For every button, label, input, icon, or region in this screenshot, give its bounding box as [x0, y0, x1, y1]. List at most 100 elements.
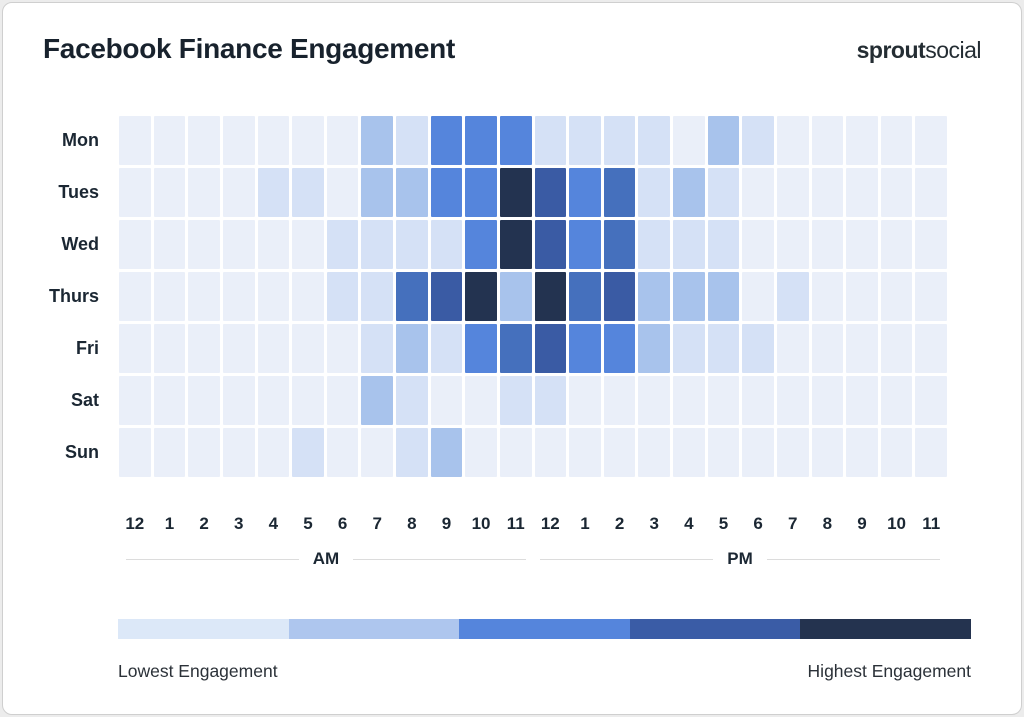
heatmap-cell [326, 324, 359, 373]
heatmap-cell [880, 272, 913, 321]
legend: Lowest Engagement Highest Engagement [118, 619, 971, 682]
heatmap-cell [188, 116, 220, 165]
axis-line [540, 558, 714, 560]
heatmap-cell [257, 428, 290, 477]
heatmap-cell [569, 220, 601, 269]
heatmap-cell [880, 116, 913, 165]
hour-label: 1 [580, 514, 590, 533]
hour-label: 2 [199, 514, 209, 533]
hour-label: 5 [303, 514, 313, 533]
heatmap-cell [673, 428, 705, 477]
heatmap-cell [811, 116, 844, 165]
heatmap-cell [257, 220, 290, 269]
ampm-label: AM [312, 549, 340, 568]
heatmap-cell [119, 168, 151, 217]
page-title: Facebook Finance Engagement [43, 33, 455, 64]
heatmap-cell [361, 220, 393, 269]
heatmap-cell [257, 116, 290, 165]
heatmap-cell [880, 376, 913, 425]
heatmap-cell [499, 428, 532, 477]
heatmap-cell [326, 220, 359, 269]
heatmap-cell [361, 324, 393, 373]
heatmap-cell [119, 116, 151, 165]
heatmap-cell [776, 272, 809, 321]
hour-label: 5 [718, 514, 729, 533]
legend-labels: Lowest Engagement Highest Engagement [118, 661, 971, 682]
row-label-mon: Mon [62, 130, 99, 150]
heatmap-cell [915, 272, 947, 321]
heatmap-cell [776, 220, 809, 269]
heatmap-cell [742, 324, 774, 373]
heatmap-cell [292, 168, 324, 217]
heatmap-cell [603, 116, 636, 165]
heatmap-cell [119, 220, 151, 269]
hour-axis: 12 1 2 3 4 5 6 7 8 9 10 11 12 1 2 3 4 5 6 7 8 9 10 11 [43, 514, 947, 534]
hour-label: 9 [857, 514, 867, 533]
heatmap-cell [880, 428, 913, 477]
heatmap-cell [603, 428, 636, 477]
heatmap-cell [396, 272, 428, 321]
heatmap-cell [880, 168, 913, 217]
hour-label: 4 [684, 514, 694, 533]
hour-label: 9 [441, 514, 452, 533]
heatmap-cell [707, 220, 740, 269]
heatmap-cell [153, 116, 186, 165]
heatmap-cell [915, 376, 947, 425]
heatmap-cell [396, 168, 428, 217]
row-label-sun: Sun [65, 442, 99, 462]
heatmap-cell [811, 272, 844, 321]
heatmap-cell [673, 116, 705, 165]
heatmap-cell [638, 324, 670, 373]
heatmap-cell [742, 168, 774, 217]
heatmap-cell [430, 376, 463, 425]
heatmap-cell [569, 428, 601, 477]
heatmap-cell [188, 428, 220, 477]
heatmap-cell [811, 220, 844, 269]
heatmap-cell [534, 220, 567, 269]
heatmap-cell [569, 324, 601, 373]
heatmap-cell [915, 428, 947, 477]
heatmap-cell [638, 116, 670, 165]
heatmap-cell [846, 168, 878, 217]
heatmap-cell [707, 272, 740, 321]
row-label-tues: Tues [58, 182, 99, 202]
heatmap-cell [915, 168, 947, 217]
ampm-group-am: AM [119, 549, 533, 569]
row-label-wed: Wed [61, 234, 99, 254]
heatmap-cell [292, 116, 324, 165]
heatmap-cell [153, 220, 186, 269]
heatmap-cell [465, 220, 497, 269]
legend-gradient-bar [118, 619, 971, 639]
heatmap-cell [638, 220, 670, 269]
heatmap-cell [569, 168, 601, 217]
heatmap-cell [188, 220, 220, 269]
heatmap-cell [153, 272, 186, 321]
heatmap-cell [222, 168, 255, 217]
row-label-sat: Sat [70, 390, 99, 410]
heatmap-cell [742, 428, 774, 477]
logo-text-social: social [925, 37, 981, 63]
heatmap-cell [499, 376, 532, 425]
sproutsocial-logo: sproutsocial [857, 33, 982, 64]
heatmap-cell [257, 168, 290, 217]
heatmap-cell [326, 428, 359, 477]
heatmap-cell [153, 168, 186, 217]
hour-label: 7 [787, 514, 798, 533]
heatmap-cell [915, 220, 947, 269]
heatmap-cell [222, 428, 255, 477]
heatmap-cell [603, 272, 636, 321]
hour-label: 10 [471, 514, 491, 533]
heatmap-cell [326, 116, 359, 165]
heatmap-cell [430, 272, 463, 321]
hour-label: 12 [125, 514, 145, 533]
hour-label: 2 [614, 514, 625, 533]
hour-label: 4 [268, 514, 279, 533]
heatmap-cell [534, 428, 567, 477]
heatmap-cell [776, 428, 809, 477]
heatmap-cell [673, 324, 705, 373]
heatmap-cell [222, 324, 255, 373]
heatmap-cell [222, 220, 255, 269]
heatmap-cell [915, 324, 947, 373]
heatmap-cell [638, 376, 670, 425]
heatmap-cell [846, 220, 878, 269]
